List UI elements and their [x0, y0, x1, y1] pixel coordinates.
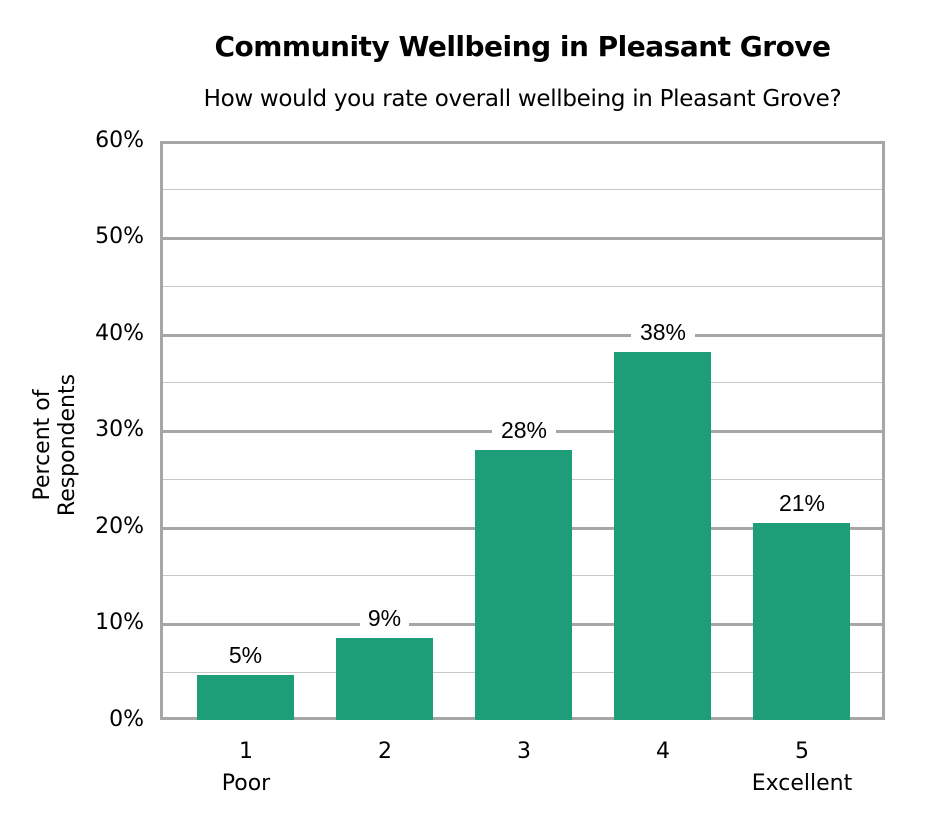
x-tick-number: 5: [795, 739, 809, 764]
y-tick-10: 10%: [95, 610, 144, 635]
y-tick-20: 20%: [95, 514, 144, 539]
x-tick-1: 1 Poor: [186, 736, 306, 800]
y-tick-30: 30%: [95, 417, 144, 442]
x-tick-number: 1: [239, 739, 253, 764]
x-tick-4: 4: [603, 736, 723, 768]
value-label-3: 28%: [492, 417, 556, 444]
y-tick-50: 50%: [95, 224, 144, 249]
x-tick-number: 2: [378, 739, 392, 764]
bar-4: [614, 352, 711, 720]
y-tick-40: 40%: [95, 321, 144, 346]
bar-5: [753, 523, 850, 720]
value-label-5: 21%: [770, 490, 834, 517]
value-label-2: 9%: [360, 605, 409, 632]
gridline-40: [163, 334, 882, 337]
gridline-35: [163, 382, 882, 383]
gridline-55: [163, 189, 882, 190]
chart-title: Community Wellbeing in Pleasant Grove: [214, 30, 831, 63]
x-tick-3: 3: [464, 736, 584, 768]
value-label-1: 5%: [221, 642, 270, 669]
bar-2: [336, 638, 433, 720]
x-tick-number: 3: [517, 739, 531, 764]
y-tick-60: 60%: [95, 128, 144, 153]
chart-subtitle: How would you rate overall wellbeing in …: [203, 86, 842, 112]
x-tick-number: 4: [656, 739, 670, 764]
bar-1: [197, 675, 294, 720]
bar-3: [475, 450, 572, 720]
x-tick-sublabel: Poor: [221, 771, 271, 796]
gridline-45: [163, 286, 882, 287]
y-tick-0: 0%: [109, 707, 144, 732]
gridline-50: [163, 237, 882, 240]
value-label-4: 38%: [631, 319, 695, 346]
x-tick-2: 2: [325, 736, 445, 768]
x-tick-5: 5 Excellent: [732, 736, 872, 800]
x-tick-sublabel: Excellent: [751, 771, 853, 796]
